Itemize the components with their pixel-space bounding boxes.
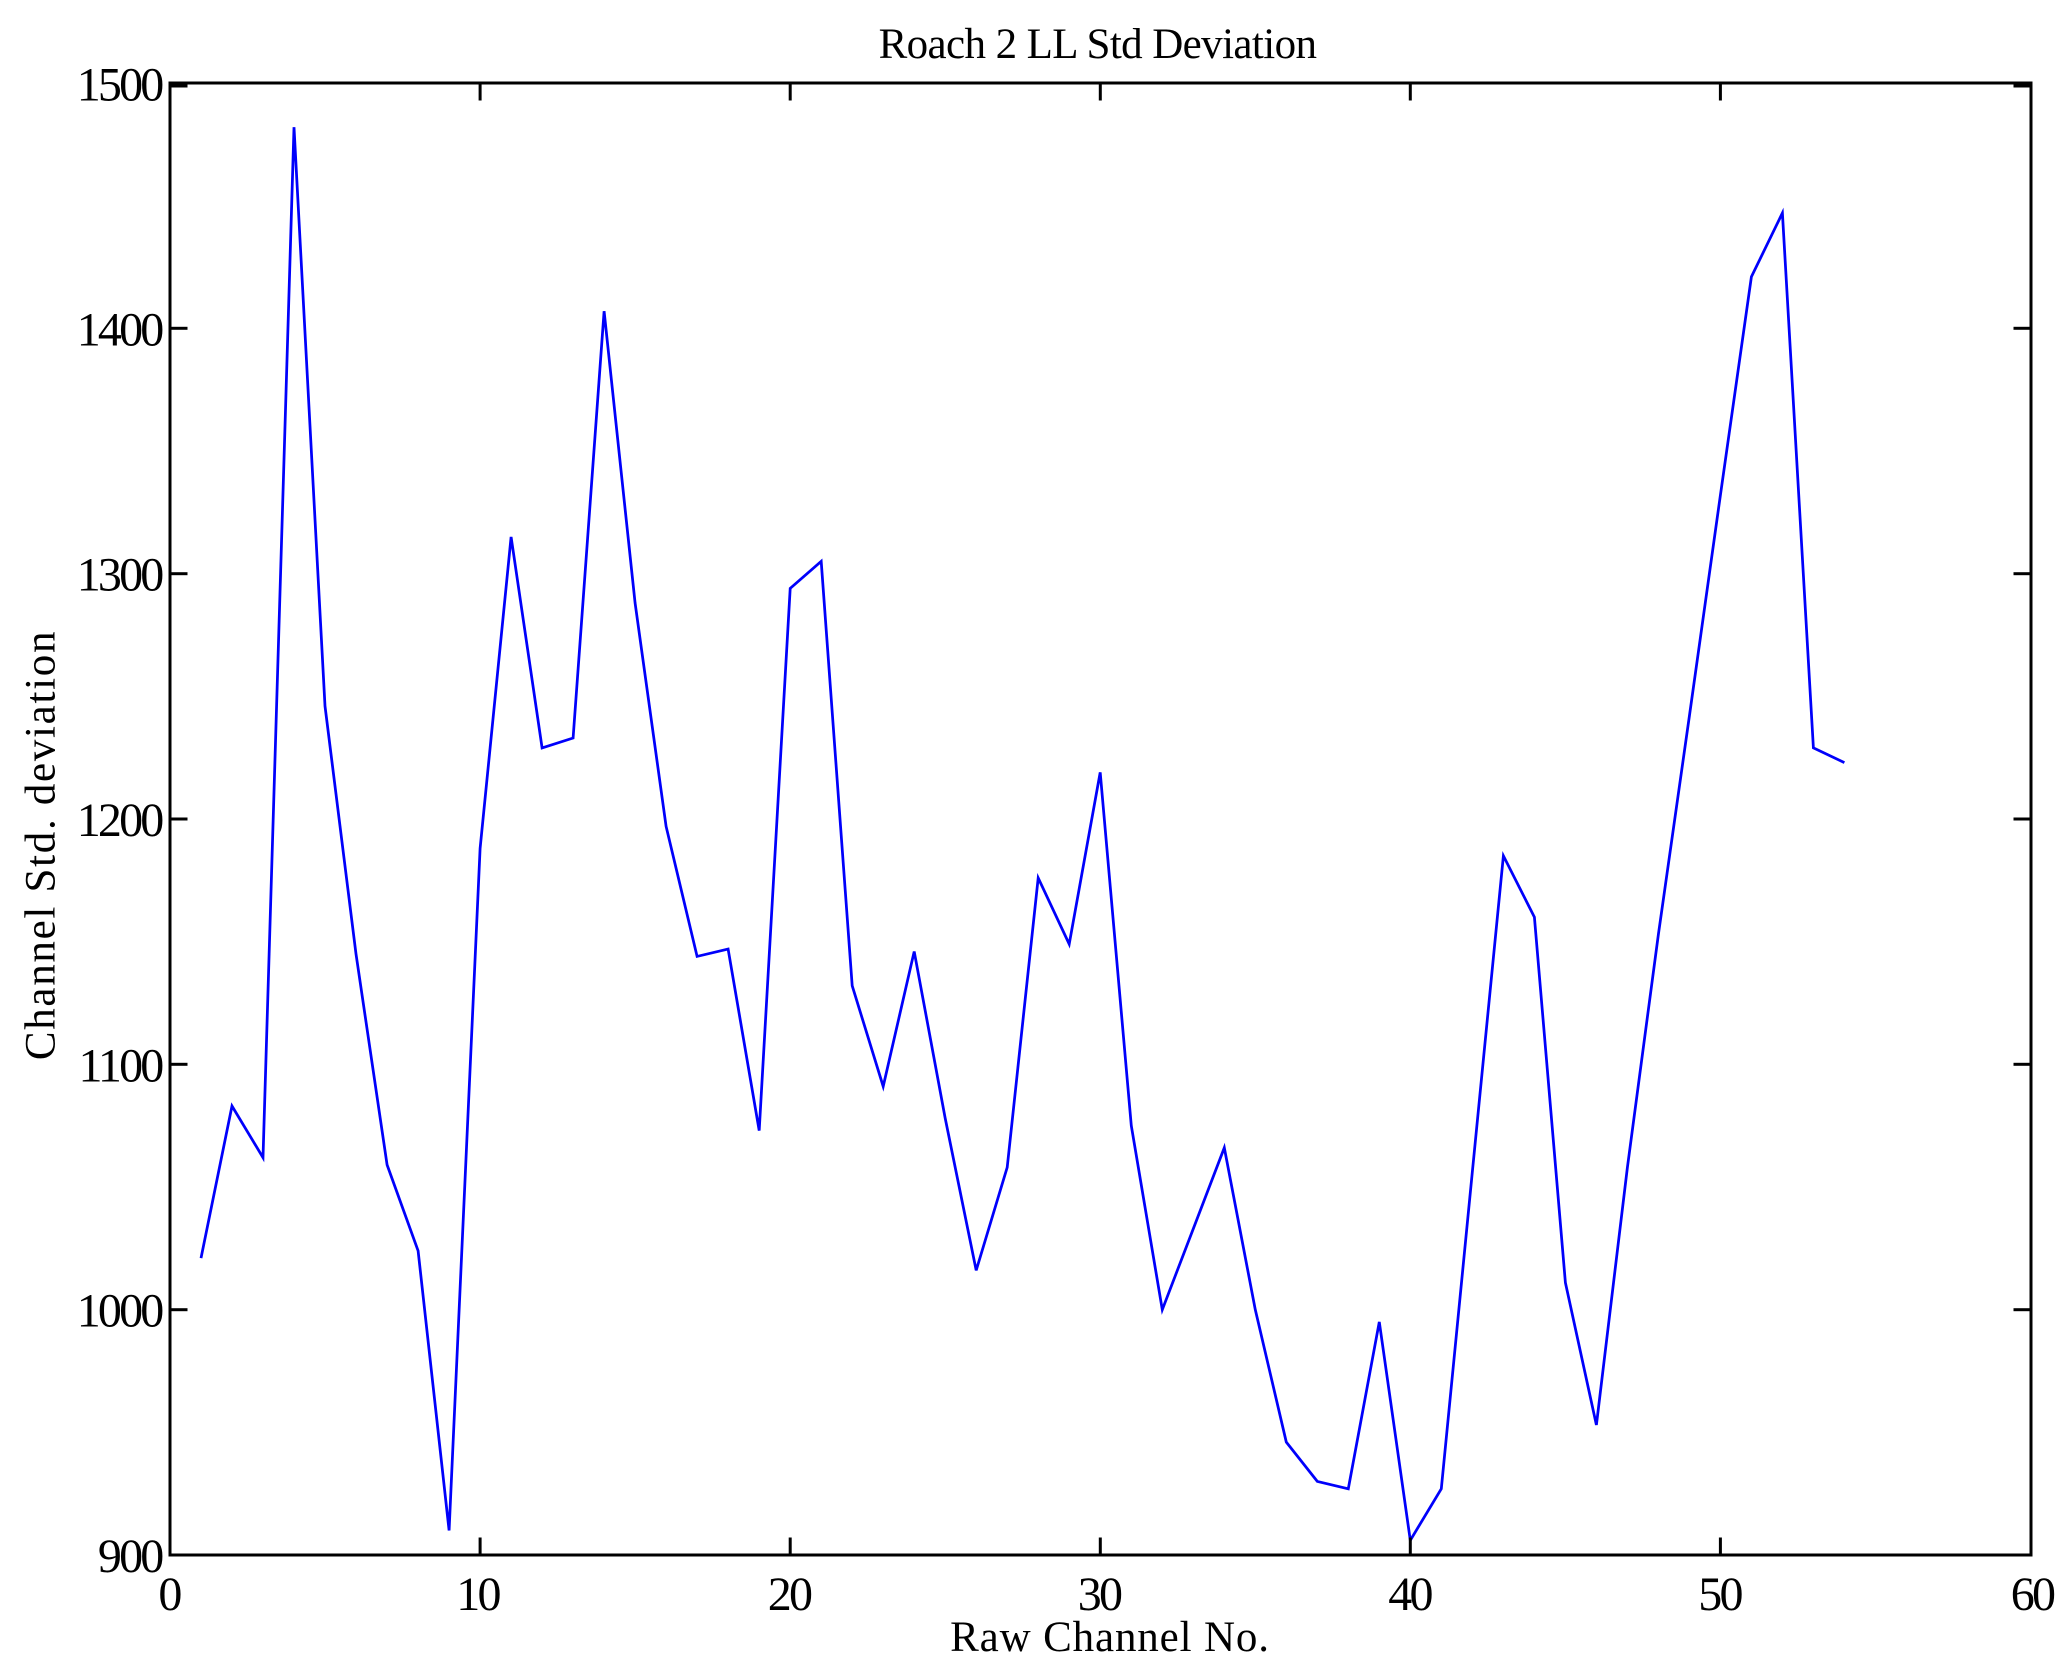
svg-text:Raw Channel No.: Raw Channel No. xyxy=(950,1614,1270,1661)
svg-text:900: 900 xyxy=(98,1530,163,1583)
svg-text:1000: 1000 xyxy=(77,1285,164,1338)
svg-text:10: 10 xyxy=(456,1568,500,1621)
svg-text:60: 60 xyxy=(2011,1568,2055,1621)
svg-text:Roach 2 LL Std Deviation: Roach 2 LL Std Deviation xyxy=(879,21,1317,68)
svg-text:1400: 1400 xyxy=(77,303,164,356)
svg-text:1200: 1200 xyxy=(77,794,164,847)
svg-text:1300: 1300 xyxy=(77,549,164,602)
svg-text:1100: 1100 xyxy=(78,1039,163,1092)
svg-text:20: 20 xyxy=(768,1568,812,1621)
svg-text:50: 50 xyxy=(1698,1568,1742,1621)
svg-text:30: 30 xyxy=(1078,1568,1122,1621)
svg-text:0: 0 xyxy=(158,1568,181,1621)
svg-text:Channel Std. deviation: Channel Std. deviation xyxy=(18,630,65,1060)
svg-text:40: 40 xyxy=(1388,1568,1432,1621)
svg-text:1500: 1500 xyxy=(77,59,164,112)
